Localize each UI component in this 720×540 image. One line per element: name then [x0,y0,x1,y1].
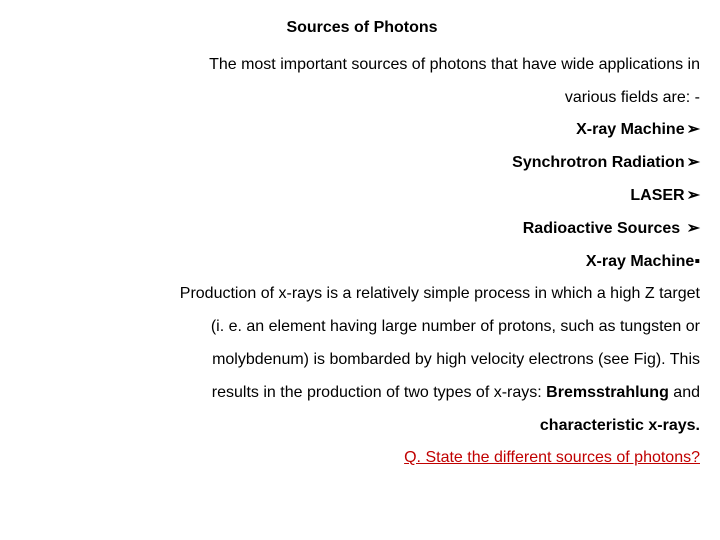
list-item: Synchrotron Radiation➢ [24,147,700,180]
list-item-label: Synchrotron Radiation [512,154,684,171]
page-title: Sources of Photons [24,12,700,45]
body-line-3: molybdenum) is bombarded by high velocit… [24,344,700,377]
list-item-label: LASER [630,187,684,204]
body-text: results in the production of two types o… [212,384,546,401]
section-heading: X-ray Machine▪ [24,246,700,279]
square-bullet-icon: ▪ [694,253,700,270]
body-line-4: results in the production of two types o… [24,377,700,410]
body-line-1: Production of x-rays is a relatively sim… [24,278,700,311]
chevron-right-icon: ➢ [687,220,700,237]
list-item: Radioactive Sources ➢ [24,213,700,246]
bold-term: Bremsstrahlung [546,384,669,401]
chevron-right-icon: ➢ [687,187,700,204]
chevron-right-icon: ➢ [687,121,700,138]
chevron-right-icon: ➢ [687,154,700,171]
intro-line-1: The most important sources of photons th… [24,49,700,82]
list-item: X-ray Machine➢ [24,114,700,147]
list-item: LASER➢ [24,180,700,213]
question-text: Q. State the different sources of photon… [24,442,700,475]
bold-term: characteristic x-rays. [540,417,700,434]
list-item-label: Radioactive Sources [523,220,685,237]
body-text: and [669,384,700,401]
list-item-label: X-ray Machine [576,121,684,138]
body-line-5: characteristic x-rays. [24,410,700,443]
section-heading-label: X-ray Machine [586,253,694,270]
body-line-2: (i. e. an element having large number of… [24,311,700,344]
intro-line-2: various fields are: - [24,82,700,115]
